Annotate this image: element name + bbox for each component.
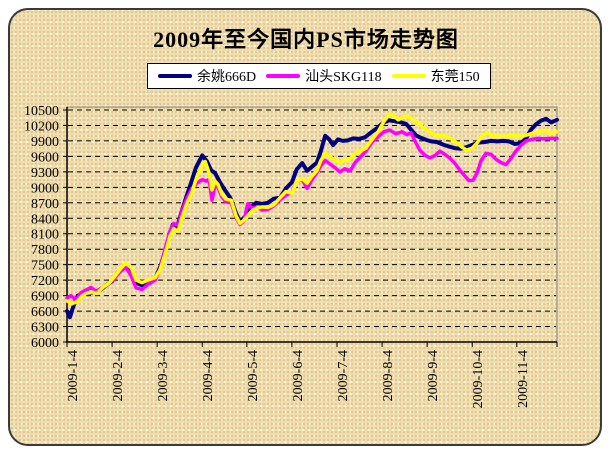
x-axis-label: 2009-5-4: [246, 350, 261, 401]
y-axis-label: 8100: [31, 228, 59, 243]
y-axis-label: 6600: [31, 305, 59, 320]
y-axis-label: 6300: [31, 321, 59, 336]
legend-label-dongguan-150: 东莞150: [430, 70, 480, 85]
y-axis-label: 8400: [31, 212, 59, 227]
y-axis-label: 7200: [31, 274, 59, 289]
y-axis-label: 9600: [31, 150, 59, 165]
x-axis-label: 2009-2-4: [111, 350, 126, 401]
y-axis-label: 6000: [31, 336, 59, 351]
x-axis-label: 2009-3-4: [156, 350, 171, 401]
chart-title: 2009年至今国内PS市场走势图: [153, 27, 459, 52]
legend-swatch-magenta: [266, 74, 301, 78]
x-axis-label: 2009-4-4: [201, 350, 216, 401]
x-axis-label: 2009-9-4: [426, 350, 441, 401]
x-axis-label: 2009-11-4: [516, 350, 531, 408]
series-line-2: [65, 111, 559, 306]
y-axis-label: 10200: [24, 119, 59, 134]
legend-label-shantou-skg118: 汕头SKG118: [305, 70, 382, 85]
x-axis-label: 2009-1-4: [66, 350, 81, 401]
x-axis-label: 2009-7-4: [336, 350, 351, 401]
y-axis-label: 10500: [24, 104, 59, 119]
y-axis-label: 9300: [31, 166, 59, 181]
y-axis-label: 6900: [31, 290, 59, 305]
legend-swatch-yellow: [391, 74, 426, 78]
legend-label-yuyao-666d: 余姚666D: [197, 70, 257, 85]
legend-item-dongguan-150: 东莞150: [391, 66, 480, 86]
x-axis-label: 2009-8-4: [381, 350, 396, 401]
legend-swatch-navy: [158, 74, 192, 78]
y-axis-label: 7500: [31, 259, 59, 274]
y-axis-label: 8700: [31, 197, 59, 212]
y-axis-label: 9900: [31, 135, 59, 150]
y-axis-label: 7800: [31, 243, 59, 258]
legend-item-yuyao-666d: 余姚666D: [158, 66, 256, 86]
y-axis-label: 9000: [31, 181, 59, 196]
series-line-1: [65, 128, 559, 302]
legend-item-shantou-skg118: 汕头SKG118: [266, 66, 382, 86]
x-axis-label: 2009-10-4: [471, 350, 486, 408]
legend: 余姚666D 汕头SKG118 东莞150: [147, 63, 491, 89]
x-axis-label: 2009-6-4: [291, 350, 306, 401]
